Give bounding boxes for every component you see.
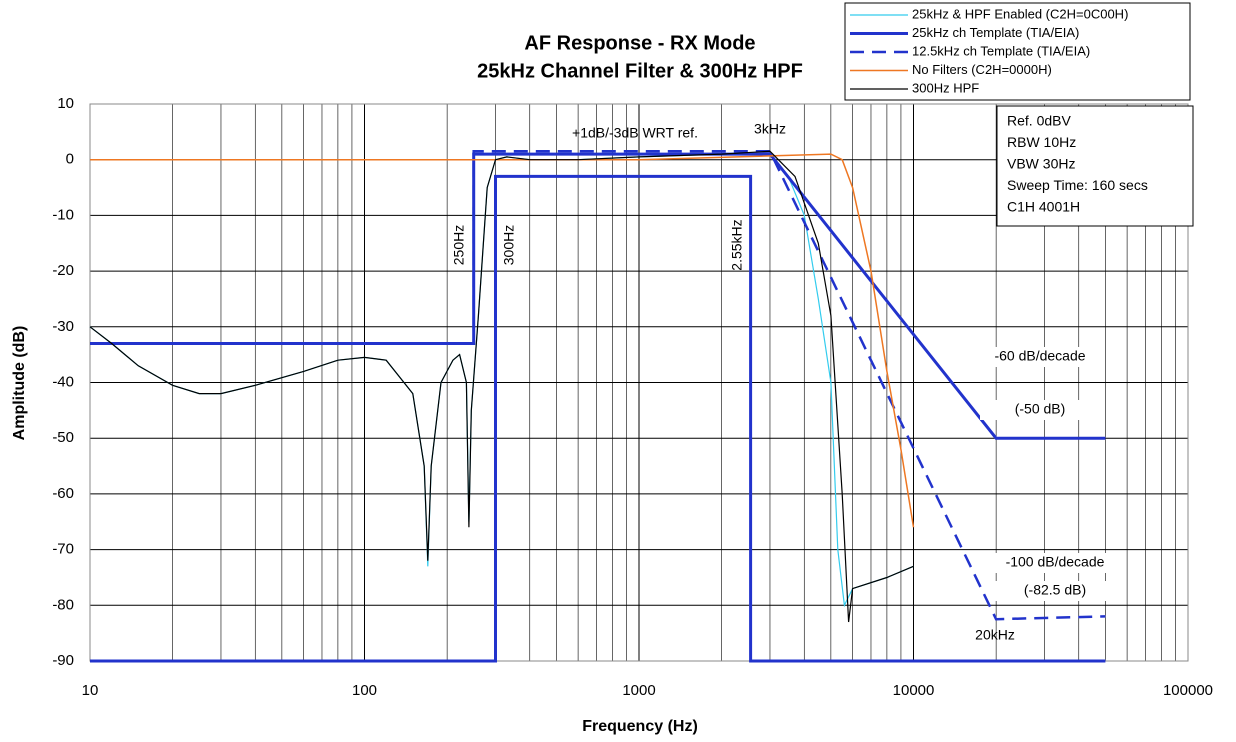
x-tick-label: 1000 — [622, 682, 655, 699]
annotation-bg — [995, 553, 1115, 573]
annotation: 2.55kHz — [729, 219, 745, 270]
y-tick-label: 10 — [57, 95, 74, 112]
legend-label: 12.5kHz ch Template (TIA/EIA) — [912, 43, 1090, 58]
y-tick-label: -90 — [52, 652, 74, 669]
legend-label: 25kHz ch Template (TIA/EIA) — [912, 25, 1079, 40]
y-tick-label: -60 — [52, 485, 74, 502]
x-axis-label: Frequency (Hz) — [582, 718, 698, 735]
annotation-bg — [980, 347, 1100, 367]
x-tick-label: 10000 — [893, 682, 935, 699]
info-text: VBW 30Hz — [1007, 156, 1075, 172]
info-text: RBW 10Hz — [1007, 134, 1076, 150]
y-tick-label: -10 — [52, 206, 74, 223]
y-tick-label: -70 — [52, 541, 74, 558]
legend-label: 25kHz & HPF Enabled (C2H=0C00H) — [912, 6, 1128, 21]
x-tick-label: 100 — [352, 682, 377, 699]
chart-title: AF Response - RX Mode — [524, 32, 755, 54]
annotation: 250Hz — [451, 225, 467, 265]
y-tick-label: 0 — [66, 151, 74, 168]
y-tick-label: -40 — [52, 373, 74, 390]
y-tick-label: -20 — [52, 262, 74, 279]
x-tick-label: 100000 — [1163, 682, 1213, 699]
legend-label: 300Hz HPF — [912, 80, 979, 95]
series-line — [90, 153, 915, 528]
annotation: -100 dB/decade — [1006, 554, 1105, 570]
y-tick-label: -80 — [52, 596, 74, 613]
series-line — [89, 150, 914, 623]
info-box — [996, 105, 1194, 227]
info-text: C1H 4001H — [1007, 199, 1080, 215]
annotation: 20kHz — [975, 627, 1015, 643]
y-tick-label: -50 — [52, 429, 74, 446]
annotation: -60 dB/decade — [994, 348, 1085, 364]
annotation: 3kHz — [754, 121, 786, 137]
plot-border — [89, 103, 1189, 662]
info-text: Sweep Time: 160 secs — [1007, 177, 1148, 193]
chart-subtitle: 25kHz Channel Filter & 300Hz HPF — [477, 60, 803, 82]
series-line — [90, 150, 1106, 621]
annotation-bg — [995, 581, 1115, 601]
annotation-bg — [980, 400, 1100, 420]
annotation: (-82.5 dB) — [1024, 582, 1086, 598]
annotation: +1dB/-3dB WRT ref. — [572, 125, 698, 141]
annotation: 300Hz — [501, 225, 517, 265]
legend-label: No Filters (C2H=0000H) — [912, 62, 1052, 77]
y-axis-label: Amplitude (dB) — [11, 326, 28, 441]
info-text: Ref. 0dBV — [1007, 113, 1071, 129]
annotation: (-50 dB) — [1015, 401, 1066, 417]
y-tick-label: -30 — [52, 318, 74, 335]
x-tick-label: 10 — [82, 682, 99, 699]
